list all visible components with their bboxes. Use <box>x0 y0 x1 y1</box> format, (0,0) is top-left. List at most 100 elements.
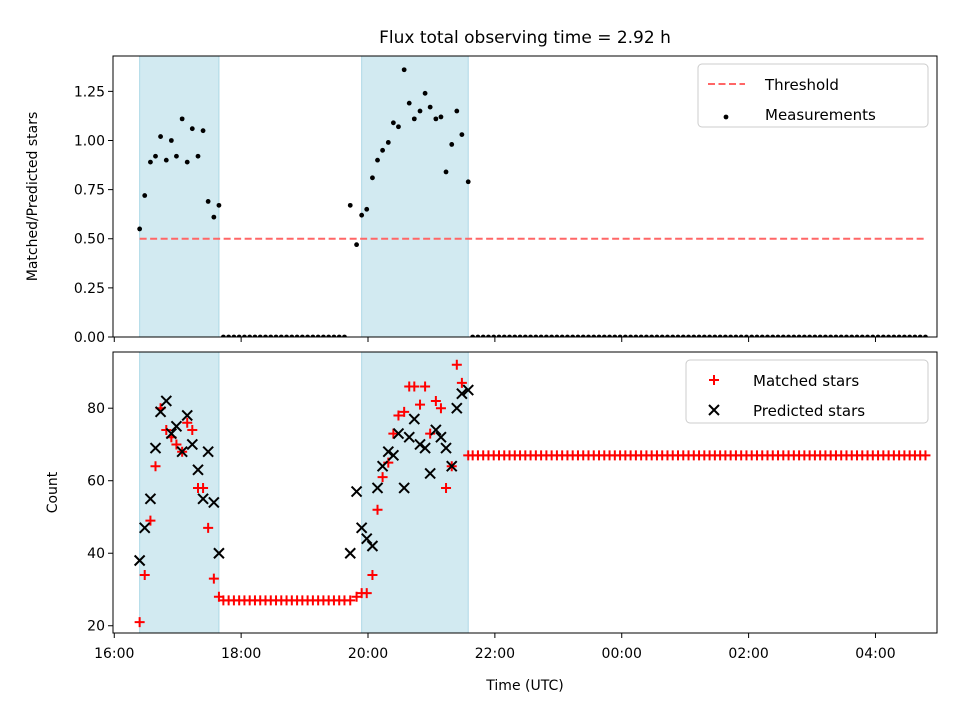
bottom-series-1 <box>134 359 931 628</box>
measurement-point <box>501 334 507 337</box>
top-y-tick-label: 0.25 <box>74 281 105 297</box>
measurement-point <box>370 175 375 181</box>
predicted-stars-point <box>435 431 447 443</box>
predicted-stars-point <box>446 460 458 472</box>
predicted-stars-point <box>408 413 421 425</box>
measurement-point <box>284 334 289 337</box>
matched-stars-point <box>435 403 446 414</box>
measurement-point <box>179 116 185 122</box>
predicted-stars-point <box>144 493 157 505</box>
measurement-point <box>390 120 396 126</box>
measurement-point <box>665 334 670 337</box>
measurement-point <box>359 212 365 218</box>
predicted-stars-point <box>371 482 384 494</box>
measurement-point <box>528 334 533 337</box>
measurement-point <box>354 242 359 248</box>
legend-label: Measurements <box>765 106 876 124</box>
measurement-point <box>417 108 423 114</box>
measurement-point <box>638 334 644 337</box>
measurement-point <box>738 334 744 337</box>
measurement-point <box>538 334 544 337</box>
measurement-point <box>617 334 623 337</box>
bottom-axes-frame <box>112 351 938 634</box>
predicted-stars-point <box>355 522 368 534</box>
measurement-point <box>549 334 555 337</box>
measurement-point <box>342 334 347 337</box>
measurement-point <box>796 334 802 337</box>
measurement-point <box>148 159 153 165</box>
matched-stars-point <box>377 472 388 483</box>
x-tick-label: 16:00 <box>94 646 134 662</box>
measurement-point <box>901 334 907 337</box>
measurement-point <box>449 142 455 147</box>
predicted-stars-point <box>430 424 442 436</box>
bottom-y-tick-label: 20 <box>87 619 105 635</box>
bottom-legend: Matched stars Predicted stars <box>685 359 929 424</box>
measurement-point <box>786 334 791 337</box>
measurement-point <box>465 179 471 185</box>
measurement-point <box>216 202 222 208</box>
measurement-point <box>833 334 839 337</box>
matched-stars-point <box>145 515 156 526</box>
measurement-point <box>712 334 718 337</box>
measurement-point <box>854 334 860 337</box>
top-panel-flux-ratio: 0.00 0.25 0.50 0.75 1.00 1.25 Matched/Predicte… <box>25 55 938 346</box>
predicted-stars-point <box>192 464 204 476</box>
x-tick-label: 02:00 <box>728 646 768 662</box>
predicted-stars-point <box>392 427 405 440</box>
measurement-point <box>195 153 201 159</box>
measurement-point <box>273 334 279 337</box>
matched-stars-point <box>451 359 462 370</box>
predicted-stars-point <box>154 406 167 418</box>
measurement-point <box>565 334 570 337</box>
predicted-stars-point <box>133 554 146 567</box>
measurement-point <box>607 334 612 337</box>
measurement-point <box>336 334 342 337</box>
top-y-tick-label: 0.00 <box>74 330 105 346</box>
predicted-stars-point <box>440 442 452 454</box>
measurement-point <box>765 334 770 337</box>
matched-stars-point <box>456 377 467 388</box>
measurement-point <box>559 334 565 337</box>
matched-stars-point <box>415 399 426 410</box>
x-axis-label: Time (UTC) <box>485 678 563 694</box>
measurement-point <box>844 334 849 337</box>
measurement-point <box>791 334 797 337</box>
measurement-point <box>707 334 712 337</box>
matched-stars-point <box>139 569 150 580</box>
predicted-stars-point <box>176 446 188 458</box>
measurement-point <box>294 334 300 337</box>
measurement-point <box>496 334 502 337</box>
predicted-stars-point <box>186 438 198 451</box>
measurement-point <box>211 214 217 220</box>
bottom-y-tick-label: 40 <box>87 546 105 562</box>
predicted-stars-point <box>403 431 415 443</box>
predicted-stars-point <box>419 442 431 454</box>
matched-stars-point <box>393 410 404 421</box>
measurement-point <box>696 334 702 337</box>
matched-stars-point <box>430 395 441 406</box>
measurement-point <box>438 114 444 120</box>
measurement-point <box>385 140 391 145</box>
measurement-point <box>163 157 169 163</box>
measurement-point <box>321 334 326 337</box>
measurement-point <box>236 334 242 337</box>
measurement-point <box>200 128 206 134</box>
bottom-series-2 <box>133 384 474 567</box>
measurement-point <box>728 334 734 337</box>
measurement-point <box>670 334 676 337</box>
measurement-point <box>722 334 728 337</box>
x-tick-label: 00:00 <box>602 646 642 662</box>
measurement-point <box>865 334 870 337</box>
matched-stars-point <box>388 428 399 439</box>
predicted-stars-point <box>451 402 463 414</box>
top-y-axis-label: Matched/Predicted stars <box>25 112 41 282</box>
bottom-observing-window-1 <box>139 351 220 634</box>
measurement-point <box>153 153 158 159</box>
predicted-stars-point <box>462 384 474 396</box>
measurement-point <box>701 334 707 337</box>
measurement-point <box>849 334 855 337</box>
matched-stars-point <box>420 381 431 392</box>
predicted-stars-point <box>387 449 400 462</box>
